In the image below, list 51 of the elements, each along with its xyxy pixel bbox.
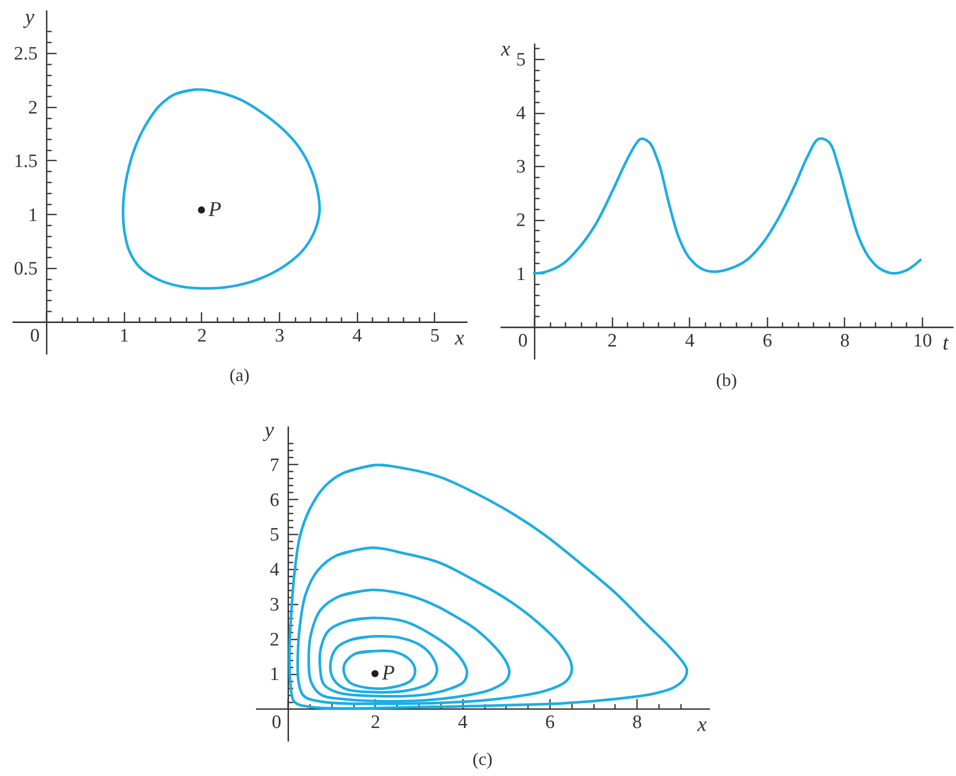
y-tick-label: 2.5: [14, 44, 38, 64]
y-tick-label: 4: [270, 560, 280, 581]
x-tick-label: 6: [762, 330, 772, 352]
line-series: [307, 588, 511, 703]
x-axis-title: x: [696, 712, 708, 736]
y-tick-label: 0.5: [14, 258, 38, 280]
y-tick-label: 2: [28, 97, 38, 118]
x-tick-label: 8: [840, 330, 850, 352]
y-tick-label: 4: [516, 103, 526, 124]
line-series: [318, 616, 468, 698]
x-tick-label: 1: [120, 325, 130, 346]
x-tick-label: 0: [518, 330, 528, 352]
x-tick-label: 0: [272, 712, 282, 734]
annotation: P: [207, 196, 222, 221]
x-tick-label: 0: [30, 325, 40, 346]
y-axis-title: x: [500, 36, 511, 60]
y-tick-label: 5: [516, 50, 526, 71]
y-tick-label: 3: [516, 156, 526, 178]
y-tick-label: 6: [270, 490, 280, 511]
text: (b): [716, 370, 737, 390]
line-series: [342, 649, 416, 690]
x-tick-label: 2: [607, 330, 617, 352]
x-tick-label: 2: [370, 712, 380, 734]
y-tick-label: 1: [270, 664, 280, 686]
x-axis-title: x: [454, 325, 465, 350]
x-tick-label: 4: [352, 325, 362, 346]
annotation: P: [380, 660, 395, 685]
x-axis-title: t: [942, 330, 950, 354]
y-tick-label: 3: [270, 594, 280, 616]
y-tick-label: 5: [270, 524, 280, 546]
line-series: [329, 634, 438, 694]
y-axis-title: y: [23, 4, 35, 28]
x-tick-label: 5: [430, 325, 440, 346]
y-tick-label: 1.5: [14, 151, 38, 172]
line-series: [296, 546, 573, 706]
x-tick-label: 10: [912, 330, 932, 352]
y-tick-label: 2: [516, 210, 526, 232]
x-tick-label: 4: [458, 712, 468, 734]
x-tick-label: 4: [685, 330, 696, 352]
x-tick-label: 2: [197, 325, 207, 346]
x-tick-label: 8: [632, 712, 642, 734]
y-axis-title: y: [262, 418, 275, 442]
line-series: [532, 137, 922, 275]
x-tick-label: 6: [545, 712, 555, 734]
y-tick-label: 1: [516, 264, 526, 285]
y-tick-label: 2: [270, 629, 280, 650]
y-tick-label: 1: [28, 204, 38, 226]
line-series: [122, 88, 321, 290]
y-tick-label: 7: [270, 454, 280, 476]
text: (c): [472, 749, 492, 769]
text: (a): [230, 365, 250, 385]
